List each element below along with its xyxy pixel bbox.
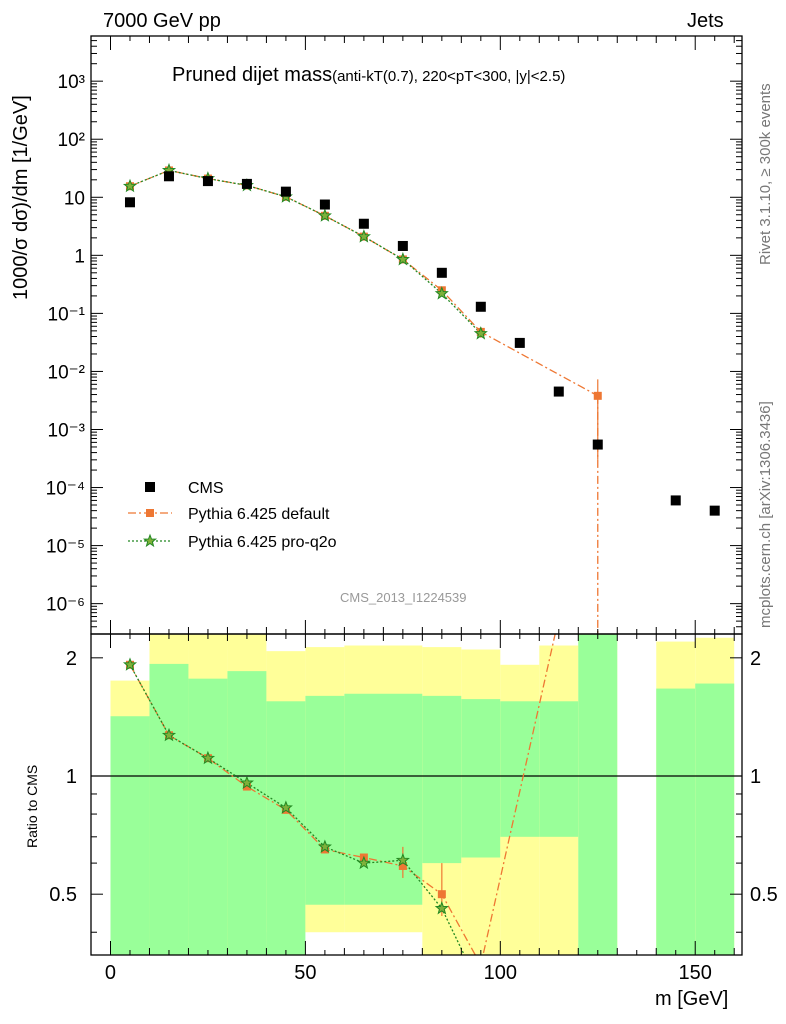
- ratio-band-inner-4: [266, 701, 306, 955]
- ratio-ytick-label-right: 1: [750, 766, 761, 788]
- point-cms-10: [514, 337, 525, 348]
- ratio-point-default-7: [398, 861, 407, 870]
- point-cms-3: [241, 178, 252, 189]
- main-ytick-label: 1: [74, 246, 85, 267]
- ratio-point-proq2o-1: [161, 727, 177, 742]
- header-left: 7000 GeV pp: [103, 10, 221, 32]
- ratio-point-default-3: [242, 782, 251, 791]
- ratio-data-marks: [122, 634, 556, 955]
- panel-frames: [90, 35, 743, 956]
- legend: CMS Pythia 6.425 default Pythia 6.425 pro-…: [128, 480, 337, 551]
- ratio-band-inner-13: [695, 683, 735, 955]
- ratio-line-proq2o: [129, 664, 465, 955]
- ratio-point-proq2o-2: [200, 750, 216, 765]
- ratio-band-inner-11: [578, 634, 618, 955]
- main-ytick-label: 10⁻¹: [48, 304, 86, 325]
- chart-title-sub: (anti-kT(0.7), 220<pT<300, |y|<2.5): [332, 68, 566, 85]
- point-default-10: [593, 391, 602, 400]
- chart-title: Pruned dijet mass(anti-kT(0.7), 220<pT<3…: [172, 64, 565, 87]
- point-cms-13: [670, 495, 681, 506]
- point-cms-14: [709, 505, 720, 516]
- ratio-ytick-label-right: 0.5: [750, 884, 778, 906]
- ratio-band-inner-9: [500, 701, 540, 837]
- side-label-mcplots: mcplots.cern.ch [arXiv:1306.3436]: [757, 401, 774, 628]
- main-ytick-label: 10: [64, 188, 85, 209]
- point-proq2o-0: [122, 178, 138, 193]
- axis-ticks: 10⁻⁶ 10⁻⁵ 10⁻⁴ 10⁻³ 10⁻² 10⁻¹ 1 10 10² 10³ 0 50 100 1…: [46, 35, 778, 984]
- point-cms-2: [202, 176, 213, 187]
- point-proq2o-6: [356, 229, 371, 243]
- series-line-proq2o: [129, 169, 482, 334]
- main-ytick-label: 10⁻²: [48, 362, 86, 383]
- point-proq2o-7: [395, 251, 410, 266]
- point-proq2o-8: [434, 286, 449, 300]
- ratio-ytick-label-right: 2: [750, 648, 761, 670]
- main-ytick-label: 10³: [58, 72, 85, 93]
- ratio-point-proq2o-0: [122, 657, 138, 671]
- ratio-ytick-label-left: 0.5: [49, 884, 77, 906]
- point-cms-6: [358, 218, 369, 229]
- ratio-band-inner-12: [656, 688, 696, 955]
- y-axis-label-main: 1000/σ dσ)/dm [1/GeV]: [10, 95, 32, 300]
- point-cms-8: [436, 267, 447, 278]
- watermark: CMS_2013_I1224539: [340, 590, 467, 605]
- legend-label-0: CMS: [188, 480, 224, 497]
- header-right: Jets: [687, 10, 724, 32]
- ratio-band-inner-0: [110, 716, 150, 955]
- ratio-band-inner-8: [461, 699, 501, 858]
- legend-label-2: Pythia 6.425 pro-q2o: [188, 534, 337, 551]
- ratio-frame: [90, 633, 743, 956]
- ratio-point-proq2o-3: [239, 775, 254, 789]
- main-ytick-label: 10⁻⁴: [46, 479, 85, 500]
- chart-title-main: Pruned dijet mass: [172, 64, 333, 86]
- ratio-ytick-label-left: 2: [66, 648, 77, 670]
- point-cms-1: [163, 171, 174, 182]
- ratio-band-inner-3: [227, 671, 267, 955]
- ratio-xtick-label: 0: [105, 962, 116, 984]
- ratio-band-inner-7: [422, 695, 462, 864]
- ratio-point-proq2o-8: [434, 900, 449, 915]
- ratio-point-proq2o-6: [356, 855, 371, 870]
- legend-marker-cms: [145, 482, 155, 492]
- series-line-default: [129, 169, 599, 397]
- y-axis-label-ratio: Ratio to CMS: [24, 764, 40, 848]
- point-cms-12: [592, 439, 603, 450]
- main-ytick-label: 10⁻³: [48, 420, 86, 441]
- point-proq2o-9: [473, 326, 488, 340]
- main-ytick-label: 10⁻⁵: [46, 537, 85, 558]
- ratio-point-proq2o-5: [317, 839, 332, 853]
- point-cms-9: [475, 301, 486, 312]
- ratio-band-inner-5: [305, 695, 345, 905]
- ratio-point-proq2o-4: [278, 800, 293, 814]
- ratio-band-inner-6: [344, 693, 423, 905]
- x-axis-label: m [GeV]: [655, 988, 729, 1010]
- legend-marker-proq2o: [142, 533, 158, 548]
- point-cms-5: [319, 199, 330, 210]
- ratio-band-inner-1: [149, 663, 189, 955]
- main-data-marks: [122, 162, 720, 634]
- ratio-xtick-label: 50: [294, 962, 316, 984]
- legend-label-1: Pythia 6.425 default: [188, 506, 330, 523]
- ratio-uncertainty-bands: [91, 634, 742, 955]
- ratio-point-default-8: [437, 890, 446, 899]
- ratio-point-proq2o-7: [395, 852, 410, 867]
- side-label-rivet: Rivet 3.1.10, ≥ 300k events: [757, 83, 774, 265]
- ratio-xtick-label: 150: [679, 962, 712, 984]
- point-cms-0: [124, 197, 135, 208]
- main-ytick-label: 10²: [58, 130, 85, 151]
- ratio-ytick-label-left: 1: [66, 766, 77, 788]
- point-cms-4: [280, 186, 291, 197]
- point-proq2o-5: [317, 208, 332, 222]
- ratio-band-inner-10: [539, 701, 579, 837]
- legend-marker-default: [146, 509, 154, 517]
- ratio-xtick-label: 100: [484, 962, 517, 984]
- point-cms-11: [553, 386, 564, 397]
- ratio-band-inner-2: [188, 678, 228, 955]
- point-cms-7: [397, 240, 408, 251]
- main-ytick-label: 10⁻⁶: [46, 595, 85, 616]
